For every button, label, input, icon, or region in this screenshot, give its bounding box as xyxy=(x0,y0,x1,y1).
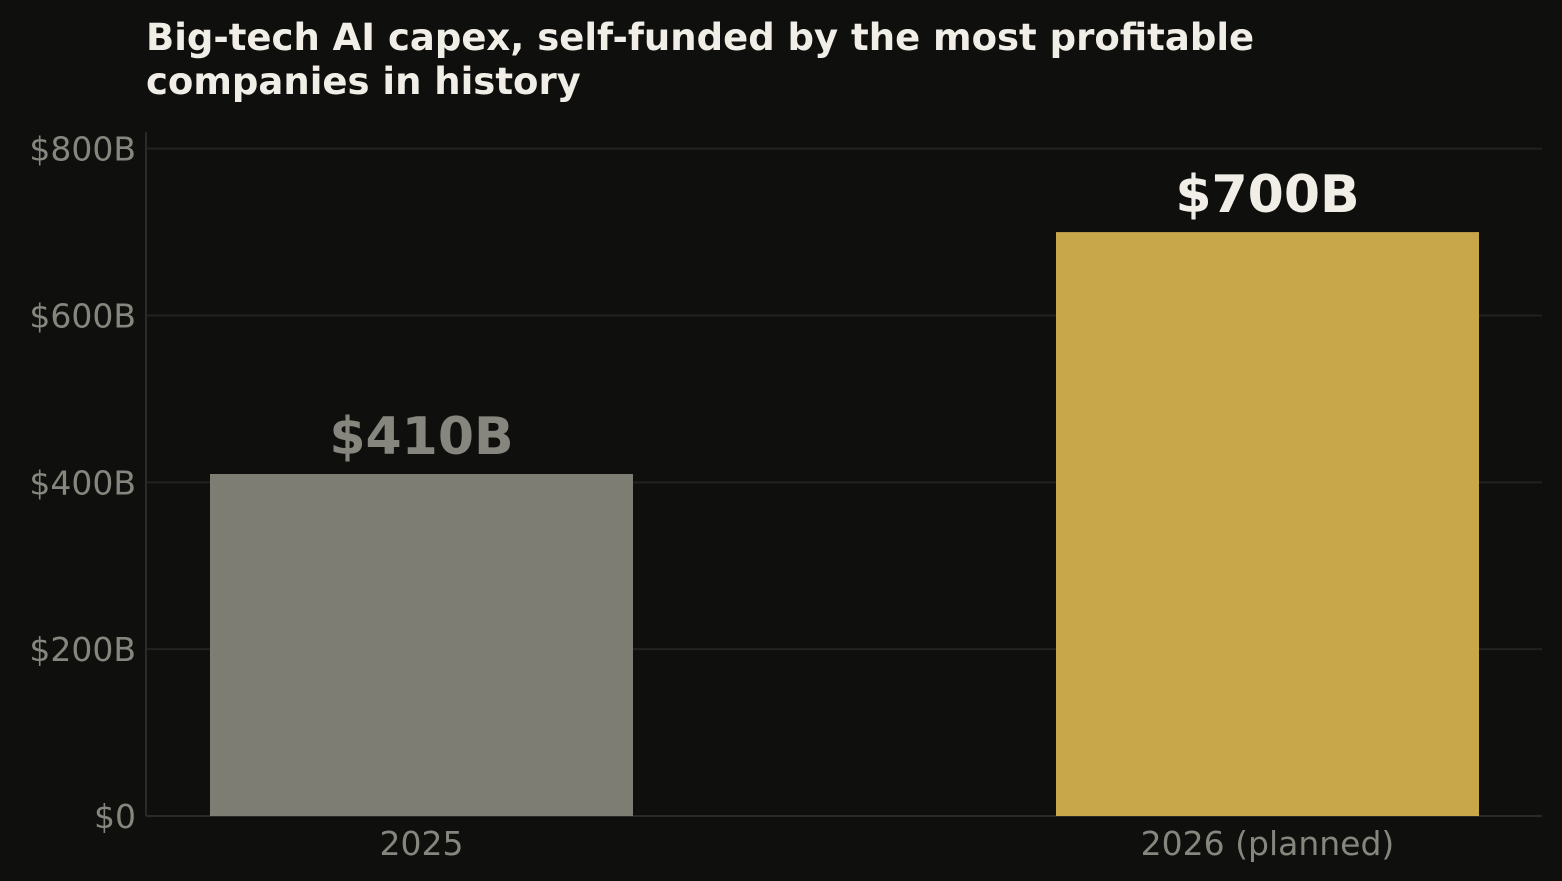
y-tick-label: $400B xyxy=(29,463,136,502)
chart-title: Big-tech AI capex, self-funded by the mo… xyxy=(146,16,1267,103)
x-tick-label-0: 2025 xyxy=(380,824,464,863)
y-tick-label: $200B xyxy=(29,630,136,669)
value-label-1: $700B xyxy=(1175,165,1359,225)
bar-0 xyxy=(210,474,633,816)
x-tick-labels: 2025 2026 (planned) xyxy=(380,824,1395,863)
y-tick-label: $800B xyxy=(29,130,136,169)
y-tick-label: $600B xyxy=(29,297,136,336)
value-labels: $410B $700B xyxy=(329,165,1359,467)
bar-1 xyxy=(1056,232,1479,817)
y-tick-labels: $0 $200B $400B $600B $800B xyxy=(29,130,136,836)
value-label-0: $410B xyxy=(329,407,513,467)
chart-title-line-1: Big-tech AI capex, self-funded by the mo… xyxy=(146,16,1254,59)
y-tick-label: $0 xyxy=(94,797,136,836)
bars xyxy=(210,232,1479,817)
chart-title-line-2: companies in history xyxy=(146,60,581,103)
x-tick-label-1: 2026 (planned) xyxy=(1141,824,1395,863)
